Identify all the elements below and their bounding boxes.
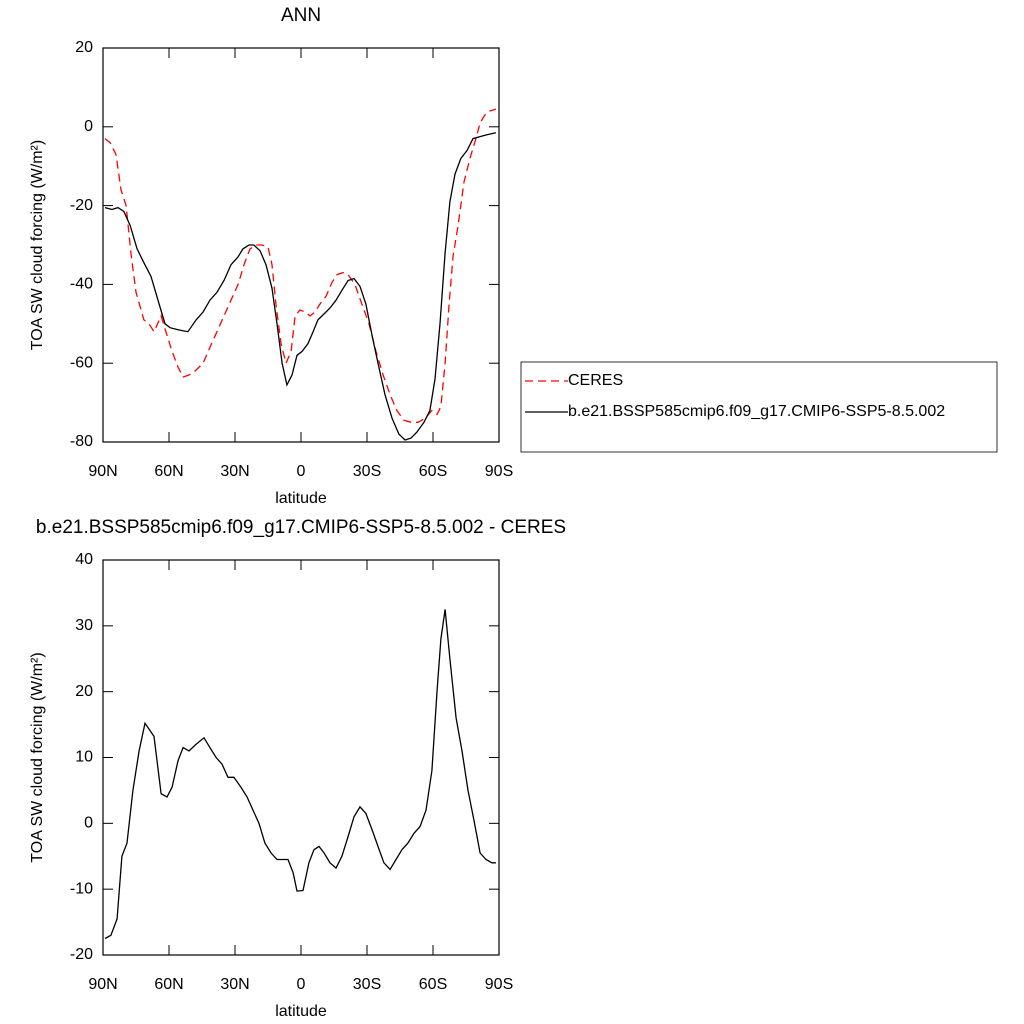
y-tick-label: 10 <box>75 749 93 766</box>
y-tick-label: 20 <box>75 39 93 56</box>
y-tick-label: 30 <box>75 617 93 634</box>
y-tick-label: -60 <box>70 354 93 371</box>
plot-frame <box>102 559 500 956</box>
x-tick-label: 0 <box>297 463 306 480</box>
x-tick-label: 90N <box>88 463 117 480</box>
y-tick-label: 40 <box>75 551 93 568</box>
x-tick-label: 90N <box>88 976 117 993</box>
x-tick-label: 90S <box>485 463 513 480</box>
data-line <box>104 609 496 940</box>
x-tick-label: 60N <box>154 463 183 480</box>
y-tick-label: 0 <box>84 815 93 832</box>
x-tick-label: 0 <box>297 976 306 993</box>
data-line <box>104 108 497 423</box>
x-tick-label: 60S <box>419 976 447 993</box>
y-tick-label: -80 <box>70 433 93 450</box>
plot-frame <box>102 47 500 443</box>
legend-box <box>520 361 998 453</box>
x-axis-label: latitude <box>275 1003 327 1020</box>
chart-title: b.e21.BSSP585cmip6.f09_g17.CMIP6-SSP5-8.… <box>36 517 566 538</box>
chart-title: ANN <box>281 5 321 26</box>
y-axis-label: TOA SW cloud forcing (W/m²) <box>29 652 46 862</box>
x-tick-label: 90S <box>485 976 513 993</box>
legend-label: b.e21.BSSP585cmip6.f09_g17.CMIP6-SSP5-8.… <box>568 403 945 420</box>
x-tick-label: 30N <box>220 976 249 993</box>
y-tick-label: -20 <box>70 946 93 963</box>
y-tick-label: 20 <box>75 683 93 700</box>
y-tick-label: 0 <box>84 118 93 135</box>
y-tick-label: -10 <box>70 880 93 897</box>
y-axis-label: TOA SW cloud forcing (W/m²) <box>29 140 46 350</box>
x-axis-label: latitude <box>275 490 327 507</box>
x-tick-label: 60N <box>154 976 183 993</box>
x-tick-label: 30S <box>353 976 381 993</box>
y-tick-label: -20 <box>70 197 93 214</box>
x-tick-label: 30S <box>353 463 381 480</box>
data-line <box>104 132 497 441</box>
y-tick-label: -40 <box>70 276 93 293</box>
x-tick-label: 60S <box>419 463 447 480</box>
legend-label: CERES <box>568 372 623 389</box>
x-tick-label: 30N <box>220 463 249 480</box>
